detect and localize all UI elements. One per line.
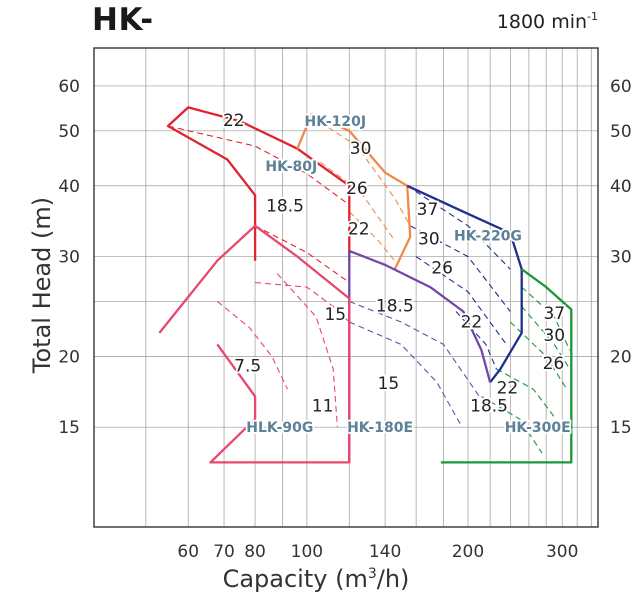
hk-80j-curve	[167, 125, 350, 206]
x-tick-label: 140	[369, 542, 401, 562]
hk-300e-curve	[481, 395, 543, 454]
x-tick-label: 200	[452, 542, 484, 562]
hk-220g-curve	[406, 185, 511, 270]
hk-220g-curve-label: 22	[461, 312, 483, 332]
hk-300e-label: HK-300E	[505, 420, 571, 436]
hlk-90g-curve-label: 7.5	[234, 357, 261, 377]
y-tick-label-right: 30	[610, 248, 632, 268]
hk-300e-outline	[440, 268, 573, 464]
hlk-90g-curve	[216, 300, 288, 390]
hk-120j-curve-label: 26	[346, 179, 368, 199]
hk-180e-outline	[348, 249, 492, 463]
x-tick-label: 100	[291, 542, 323, 562]
hk-180e-curve	[349, 300, 480, 397]
x-tick-label: 80	[244, 542, 266, 562]
hk-120j-outline	[296, 113, 412, 270]
hk-180e-label: HK-180E	[347, 420, 413, 436]
hk-220g-curve-label: 26	[431, 259, 453, 279]
y-tick-label-left: 40	[58, 177, 80, 197]
hk-120j-curve	[311, 116, 411, 227]
hk-80j-label: HK-80J	[265, 159, 317, 175]
y-axis-label: Total Head (m)	[28, 196, 56, 374]
hk-220g-curve-label: 37	[417, 200, 439, 220]
hk-80j-curve-label: 18.5	[266, 197, 304, 217]
hlk-90g-outline	[158, 224, 351, 464]
hk-300e-curve-label: 37	[543, 304, 565, 324]
hk-300e-curve	[509, 321, 568, 390]
model-outlines	[158, 106, 573, 464]
hk-120j-curve-label: 30	[350, 139, 372, 159]
hk-180e-curve-label: 18.5	[376, 296, 414, 316]
x-tick-label: 60	[177, 542, 199, 562]
y-tick-label-right: 60	[610, 77, 632, 97]
hk-220g-curve-label: 30	[418, 230, 440, 250]
hk-120j-curve	[348, 211, 399, 266]
chart-labels: 60 70 80 100 140 200 300 15 15 20 20 30 30 40 40 50 50 60…	[58, 77, 631, 562]
hk-300e-curve-label: 22	[497, 379, 519, 399]
hk-120j-curve-label: 22	[348, 220, 370, 240]
chart-title: HK-	[92, 2, 154, 38]
hk-300e-curve	[521, 286, 571, 351]
hk-220g-curve	[415, 256, 507, 345]
speed-value: 1800 min	[496, 11, 588, 33]
hlk-90g-curve-label: 15	[324, 305, 346, 325]
y-tick-label-right: 40	[610, 177, 632, 197]
x-axis-label-tail: /h)	[376, 565, 410, 593]
hk-220g-curve	[409, 225, 511, 312]
hk-180e-curve-label: 15	[378, 374, 400, 394]
hk-180e-curve	[349, 321, 463, 428]
y-tick-label-left: 50	[58, 122, 80, 142]
y-tick-label-left: 60	[58, 77, 80, 97]
hlk-90g-curve-label: 11	[312, 396, 334, 416]
x-axis-label: Capacity (m3/h)	[0, 565, 632, 593]
hk-300e-curve-label: 30	[543, 326, 565, 346]
y-tick-label-left: 15	[58, 418, 80, 438]
speed-exponent: -1	[587, 10, 598, 23]
speed-label: 1800 min-1	[497, 10, 598, 33]
hk-80j-curve	[254, 225, 350, 283]
grid	[94, 48, 598, 527]
hk-220g-label: HK-220G	[454, 229, 522, 245]
y-tick-label-right: 15	[610, 418, 632, 438]
y-tick-label-right: 50	[610, 122, 632, 142]
y-tick-label-left: 20	[58, 347, 80, 367]
x-tick-label: 300	[546, 542, 578, 562]
y-tick-label-left: 30	[58, 248, 80, 268]
hk-80j-outline	[166, 106, 351, 261]
performance-curves	[167, 116, 571, 454]
hk-80j-curve-label: 22	[223, 111, 245, 131]
hk-300e-curve	[496, 368, 557, 420]
hk-120j-label: HK-120J	[305, 114, 367, 130]
hlk-90g-curve	[255, 281, 350, 323]
y-tick-label-right: 20	[610, 347, 632, 367]
hk-220g-curve	[455, 311, 497, 370]
x-axis-label-sup: 3	[367, 566, 377, 582]
hk-300e-curve-label: 26	[543, 354, 565, 374]
hlk-90g-curve	[276, 273, 338, 428]
hk-300e-curve	[521, 306, 571, 370]
x-axis-label-main: Capacity (m	[222, 565, 368, 593]
hlk-90g-label: HLK-90G	[246, 420, 313, 436]
x-tick-label: 70	[213, 542, 235, 562]
hk-300e-curve-label: 18.5	[470, 396, 508, 416]
plot-frame	[93, 47, 599, 528]
